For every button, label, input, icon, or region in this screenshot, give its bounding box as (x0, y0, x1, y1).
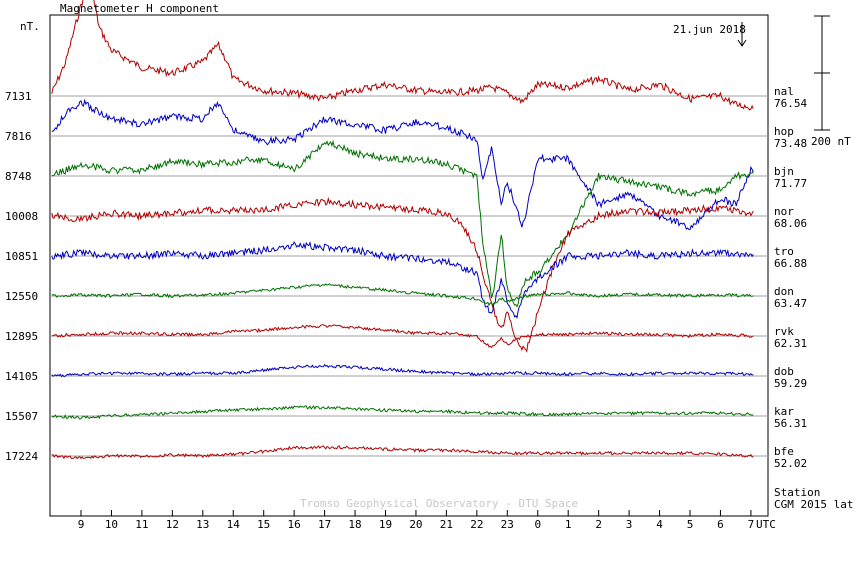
x-tick-label: 3 (626, 518, 633, 531)
trace-dob (51, 363, 754, 378)
x-tick-label: 11 (135, 518, 148, 531)
x-tick-label: 18 (348, 518, 361, 531)
station-code-rvk: rvk (774, 325, 794, 338)
lat-header: CGM 2015 lat (774, 498, 853, 511)
station-lat-tro: 66.88 (774, 257, 807, 270)
baseline-value-nal: 7131 (5, 90, 32, 103)
station-lat-hop: 73.48 (774, 137, 807, 150)
station-code-nor: nor (774, 205, 794, 218)
station-code-kar: kar (774, 405, 794, 418)
footer-credit: Tromso Geophysical Observatory - DTU Spa… (300, 497, 578, 510)
x-tick-label: 0 (534, 518, 541, 531)
x-tick-label: 15 (257, 518, 270, 531)
baseline-value-nor: 10008 (5, 210, 38, 223)
x-tick-label: 12 (166, 518, 179, 531)
station-lat-dob: 59.29 (774, 377, 807, 390)
x-tick-group: 9 10 11 12 13 14 15 16 17 18 19 20 21 22 23 0 1 2 3 4 5 6 7 (78, 510, 755, 531)
station-lat-bfe: 52.02 (774, 457, 807, 470)
date-label: 21.jun 2018 (673, 23, 746, 36)
x-tick-label: 1 (565, 518, 572, 531)
x-tick-label: 4 (656, 518, 663, 531)
station-code-nal: nal (774, 85, 794, 98)
x-tick-label: 19 (379, 518, 392, 531)
station-lat-bjn: 71.77 (774, 177, 807, 190)
station-lat-rvk: 62.31 (774, 337, 807, 350)
trace-hop (51, 98, 754, 231)
baseline-value-dob: 14105 (5, 370, 38, 383)
trace-bfe (51, 445, 754, 460)
station-code-dob: dob (774, 365, 794, 378)
station-header: Station (774, 486, 820, 499)
trace-tro (51, 241, 754, 319)
chart-title: Magnetometer H component (60, 2, 219, 15)
x-tick-label: 14 (227, 518, 241, 531)
station-lat-kar: 56.31 (774, 417, 807, 430)
baseline-value-don: 12550 (5, 290, 38, 303)
trace-group (51, 0, 754, 460)
x-axis-label: UTC (756, 518, 776, 531)
x-tick-label: 6 (717, 518, 724, 531)
baseline-value-kar: 15507 (5, 410, 38, 423)
baseline-value-bfe: 17224 (5, 450, 38, 463)
station-lat-don: 63.47 (774, 297, 807, 310)
station-code-don: don (774, 285, 794, 298)
station-code-bjn: bjn (774, 165, 794, 178)
x-tick-label: 9 (78, 518, 85, 531)
baseline-value-rvk: 12895 (5, 330, 38, 343)
x-tick-label: 21 (440, 518, 453, 531)
station-code-hop: hop (774, 125, 794, 138)
station-code-tro: tro (774, 245, 794, 258)
scale-label: 200 nT (811, 135, 851, 148)
baseline-value-bjn: 8748 (5, 170, 32, 183)
x-tick-label: 23 (501, 518, 514, 531)
station-lat-nor: 68.06 (774, 217, 807, 230)
x-tick-label: 13 (196, 518, 209, 531)
scale-bar (814, 15, 830, 131)
x-tick-label: 20 (409, 518, 422, 531)
x-tick-label: 17 (318, 518, 331, 531)
trace-nor (51, 196, 754, 353)
unit-label: nT. (20, 20, 40, 33)
station-code-bfe: bfe (774, 445, 794, 458)
arrow-down-icon (737, 22, 747, 47)
x-tick-label: 16 (288, 518, 301, 531)
x-tick-label: 5 (687, 518, 694, 531)
baseline-value-hop: 7816 (5, 130, 32, 143)
baseline-value-group: 7131 7816 8748 10008 10851 12550 12895 14105 155… (5, 90, 38, 463)
x-tick-label: 2 (595, 518, 602, 531)
trace-rvk (51, 324, 754, 349)
trace-kar (51, 405, 754, 420)
station-lat-nal: 76.54 (774, 97, 807, 110)
trace-nal (51, 0, 754, 111)
x-tick-label: 10 (105, 518, 118, 531)
trace-bjn (51, 139, 754, 308)
x-tick-label: 22 (470, 518, 483, 531)
plot-frame (49, 14, 769, 517)
x-tick-label: 7 (748, 518, 755, 531)
trace-don (51, 283, 754, 307)
baseline-value-tro: 10851 (5, 250, 38, 263)
